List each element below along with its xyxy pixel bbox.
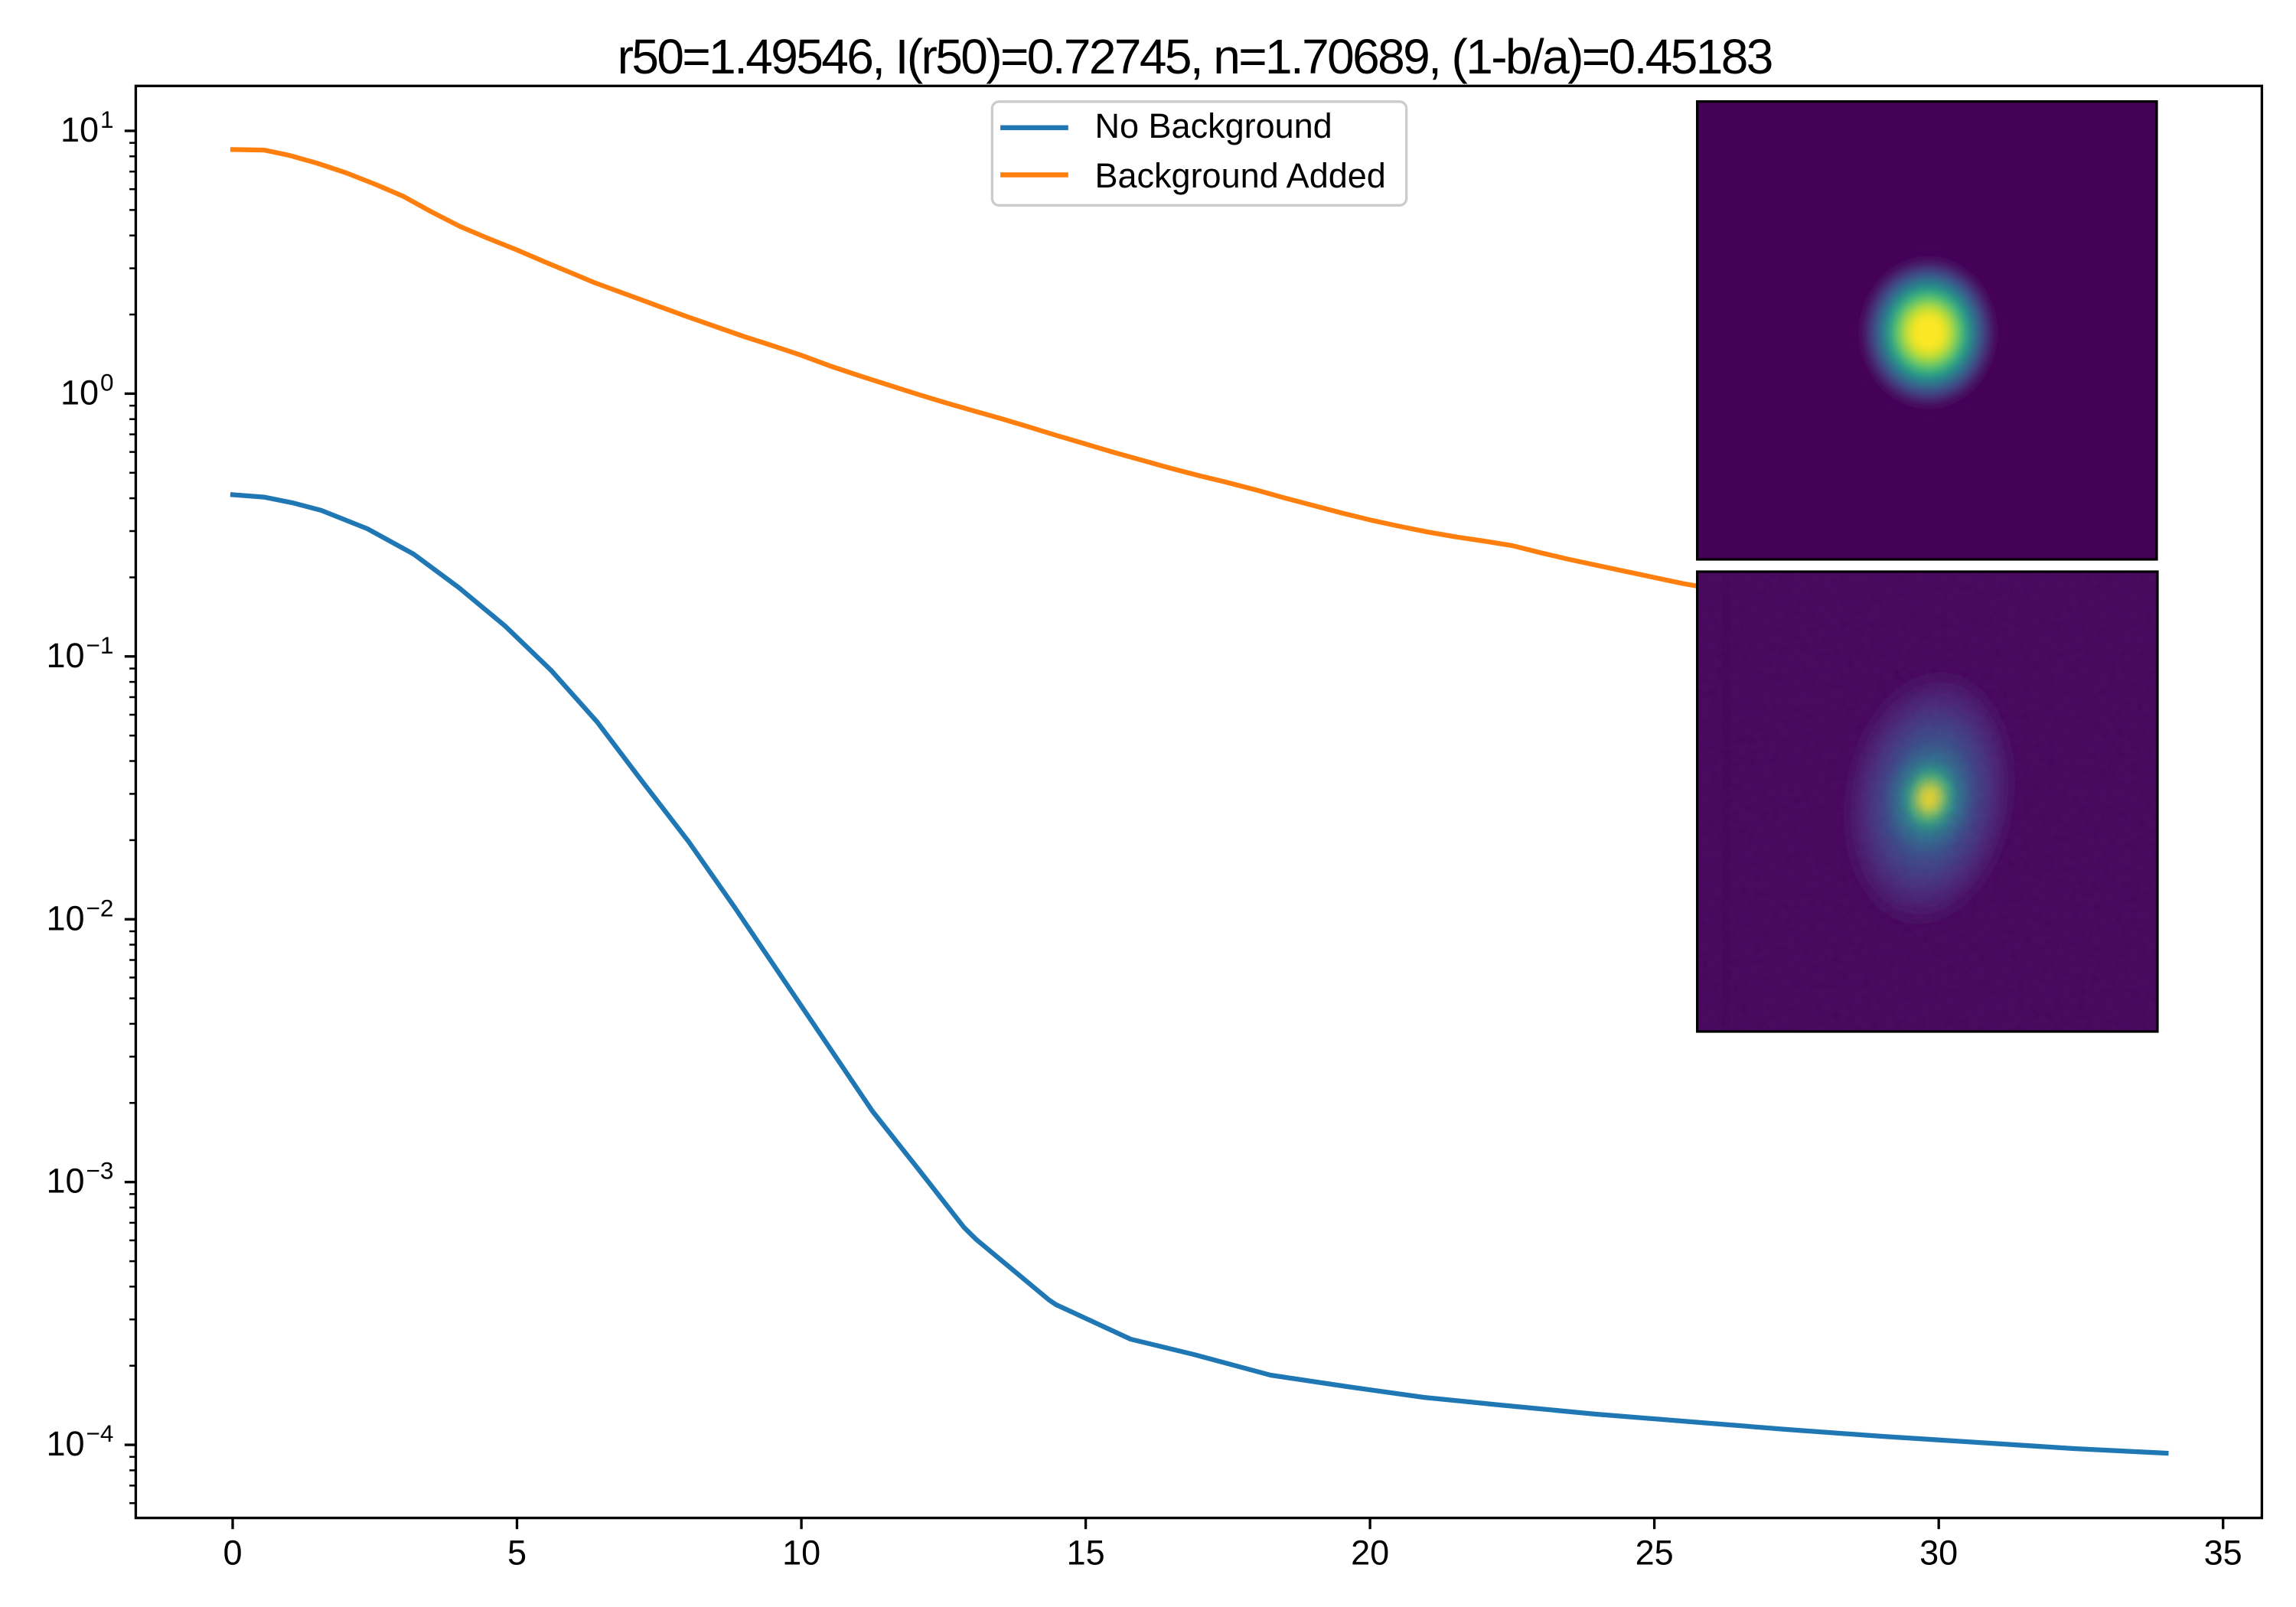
svg-text:No Background: No Background [1095, 106, 1332, 145]
svg-text:−4: −4 [86, 1420, 114, 1447]
svg-text:15: 15 [1067, 1534, 1105, 1573]
svg-text:−2: −2 [86, 894, 114, 921]
svg-text:10: 10 [46, 1162, 84, 1201]
svg-text:10: 10 [60, 110, 99, 149]
svg-text:−1: −1 [86, 631, 114, 659]
svg-text:0: 0 [223, 1534, 242, 1573]
svg-text:Background Added: Background Added [1095, 156, 1386, 195]
svg-text:1: 1 [100, 106, 114, 133]
svg-text:10: 10 [46, 636, 84, 675]
svg-text:25: 25 [1636, 1534, 1674, 1573]
svg-text:20: 20 [1351, 1534, 1389, 1573]
svg-text:0: 0 [100, 368, 114, 396]
svg-text:35: 35 [2204, 1534, 2242, 1573]
svg-text:10: 10 [46, 898, 84, 937]
svg-text:30: 30 [1919, 1534, 1958, 1573]
svg-text:r50=1.49546, I(r50)=0.72745, n: r50=1.49546, I(r50)=0.72745, n=1.70689, … [618, 29, 1772, 84]
svg-text:10: 10 [60, 373, 99, 412]
svg-text:5: 5 [507, 1534, 527, 1573]
svg-text:−3: −3 [86, 1157, 114, 1185]
svg-text:10: 10 [46, 1424, 84, 1463]
svg-text:10: 10 [782, 1534, 820, 1573]
